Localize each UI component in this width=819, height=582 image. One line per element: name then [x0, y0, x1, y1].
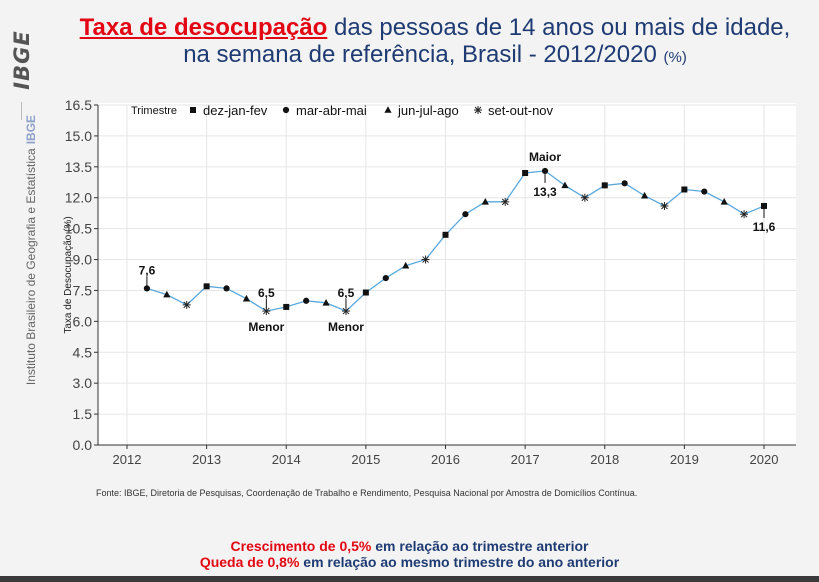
data-point-triangle: [481, 198, 489, 205]
data-point-square: [442, 231, 449, 238]
bottom-bar: [0, 576, 819, 582]
data-point-square: [522, 170, 529, 176]
data-point-asterisk: [421, 255, 430, 264]
data-label: 13,3: [533, 185, 557, 199]
y-tick-label: 6.0: [73, 313, 93, 329]
data-point-square: [601, 182, 608, 189]
data-point-square: [283, 303, 290, 310]
page-title: Taxa de desocupação das pessoas de 14 an…: [50, 14, 819, 71]
legend-label: dez-jan-fev: [203, 103, 268, 118]
y-tick-label: 15.0: [65, 128, 92, 144]
y-tick-label: 7.5: [73, 282, 93, 298]
data-point-triangle: [720, 198, 728, 205]
x-tick-label: 2017: [511, 452, 540, 467]
legend-label: set-out-nov: [488, 103, 554, 118]
data-label: 6,5: [338, 286, 355, 300]
data-point-square: [362, 289, 369, 296]
data-point-triangle: [242, 294, 251, 302]
data-point-circle: [382, 274, 389, 282]
y-tick-label: 1.5: [73, 406, 93, 422]
y-tick-label: 9.0: [73, 252, 93, 268]
x-tick-label: 2019: [670, 452, 699, 467]
y-tick-label: 4.5: [73, 344, 93, 360]
data-point-circle: [143, 285, 151, 292]
footer-growth-text: em relação ao trimestre anterior: [371, 538, 589, 554]
annotation-note: Menor: [248, 320, 284, 334]
y-axis-title: Taxa de Desocupação (%): [63, 216, 74, 333]
sidebar: IBGE Instituto Brasileiro de Geografia e…: [0, 0, 44, 582]
data-point-asterisk: [501, 197, 510, 206]
data-point-triangle: [561, 181, 569, 189]
footer-drop: Queda de 0,8%: [199, 554, 300, 570]
data-point-circle: [223, 285, 230, 292]
series-line: [146, 170, 765, 312]
footer-line-2: Queda de 0,8% em relação ao mesmo trimes…: [0, 554, 819, 570]
footer-summary: Crescimento de 0,5% em relação ao trimes…: [0, 538, 819, 570]
data-point-asterisk: [182, 300, 191, 309]
legend-marker-circle: [282, 106, 290, 114]
title-line2: na semana de referência, Brasil - 2012/2…: [183, 41, 657, 68]
y-tick-label: 0.0: [73, 437, 93, 453]
x-tick-label: 2012: [113, 452, 142, 467]
annotation-note: Menor: [328, 320, 364, 334]
data-point-asterisk: [580, 193, 589, 202]
data-point-asterisk: [740, 210, 749, 219]
data-label: 6,5: [258, 286, 275, 300]
data-point-asterisk: [341, 307, 350, 316]
title-unit: (%): [663, 49, 687, 66]
x-tick-label: 2014: [272, 452, 301, 467]
data-point-circle: [621, 180, 628, 187]
legend-marker-square: [190, 107, 196, 113]
data-point-square: [761, 202, 767, 209]
x-tick-label: 2013: [192, 452, 221, 467]
annotation-note: Maior: [529, 150, 561, 164]
data-point-circle: [303, 297, 310, 304]
footer-growth: Crescimento de 0,5%: [230, 538, 372, 554]
data-point-circle: [701, 188, 708, 195]
legend-label: mar-abr-mai: [296, 103, 367, 118]
data-point-square: [681, 186, 688, 193]
data-point-triangle: [322, 299, 330, 306]
y-tick-label: 12.0: [65, 190, 92, 206]
x-tick-label: 2016: [431, 452, 460, 467]
source-note: Fonte: IBGE, Diretoria de Pesquisas, Coo…: [96, 488, 638, 498]
data-label: 7,6: [139, 263, 156, 277]
y-tick-label: 16.5: [65, 97, 92, 113]
logo-divider: [21, 102, 22, 120]
title-highlight: Taxa de desocupação: [79, 14, 328, 41]
footer-line-1: Crescimento de 0,5% em relação ao trimes…: [0, 538, 819, 554]
y-tick-label: 10.5: [65, 221, 92, 237]
legend-label: jun-jul-ago: [397, 103, 459, 118]
x-tick-label: 2020: [750, 452, 779, 467]
y-tick-label: 3.0: [73, 375, 93, 391]
data-point-circle: [541, 167, 549, 175]
data-point-circle: [462, 211, 469, 218]
legend-marker-triangle: [384, 106, 392, 113]
data-point-triangle: [402, 261, 410, 269]
data-point-triangle: [640, 191, 649, 199]
footer-drop-text: em relação ao mesmo trimestre do ano ant…: [299, 554, 620, 570]
legend-marker-asterisk: [474, 106, 482, 114]
data-point-square: [203, 283, 210, 290]
title-line1: das pessoas de 14 anos ou mais de idade,: [327, 14, 791, 41]
legend-title: Trimestre: [131, 105, 177, 117]
data-point-asterisk: [660, 201, 669, 210]
x-tick-label: 2018: [590, 452, 619, 467]
data-point-triangle: [163, 290, 171, 298]
data-point-asterisk: [262, 307, 271, 316]
data-label: 11,6: [753, 220, 776, 234]
plot-panel: [98, 103, 796, 445]
y-tick-label: 13.5: [65, 159, 92, 175]
x-tick-label: 2015: [351, 452, 380, 467]
